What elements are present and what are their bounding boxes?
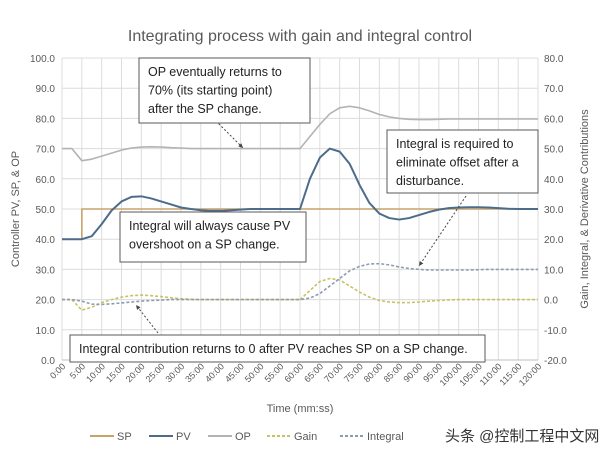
y-tick-label: 40.0 — [36, 235, 56, 246]
y-tick-label: 100.0 — [30, 54, 55, 65]
annotations: OP eventually returns to 70% (its startin… — [69, 57, 539, 363]
annotation-arrow — [212, 117, 244, 149]
watermark: 头条 @控制工程中文网 — [445, 428, 599, 445]
annotation-box — [386, 129, 539, 194]
chart-title: Integrating process with gain and integr… — [128, 28, 472, 45]
x-tick-label: 70:00 — [322, 361, 345, 384]
x-tick-label: 15:00 — [104, 361, 127, 384]
annotation-text: disturbance. — [396, 174, 464, 188]
y2-tick-label: -10.0 — [544, 326, 567, 337]
x-tick-label: 20:00 — [124, 361, 147, 384]
x-tick-label: 85:00 — [382, 361, 405, 384]
legend-label-integral: Integral — [367, 431, 404, 443]
y2-tick-label: 40.0 — [544, 175, 564, 186]
right-axis: -20.0 -10.0 0.0 10.0 20.0 30.0 40.0 50.0 60.0 70.… — [544, 54, 567, 367]
annotation-box — [119, 211, 307, 263]
legend-label-pv: PV — [176, 431, 191, 443]
arrowhead-icon — [136, 305, 141, 310]
annotation-text: Integral contribution returns to 0 after… — [79, 342, 468, 356]
x-tick-label: 30:00 — [163, 361, 186, 384]
y-tick-label: 0.0 — [41, 356, 55, 367]
annotation-arrow — [135, 304, 159, 334]
y2-tick-label: 60.0 — [544, 114, 564, 125]
y-tick-label: 50.0 — [36, 205, 56, 216]
x-axis: 0:00 5:0010:0015:0020:0025:0030:0035:0040… — [48, 361, 543, 388]
y2-tick-label: 20.0 — [544, 235, 564, 246]
x-tick-label: 35:00 — [183, 361, 206, 384]
annotation-text: eliminate offset after a — [396, 156, 519, 170]
x-tick-label: 10:00 — [84, 361, 107, 384]
annotation-text: overshoot on a SP change. — [129, 238, 280, 252]
x-tick-label: 75:00 — [342, 361, 365, 384]
x-tick-label: 40:00 — [203, 361, 226, 384]
series-line-gain — [62, 277, 538, 311]
y2-tick-label: 10.0 — [544, 265, 564, 276]
y-tick-label: 60.0 — [36, 175, 56, 186]
legend: SP PV OP Gain Integral — [90, 431, 404, 443]
x-tick-label: 25:00 — [144, 361, 167, 384]
y2-tick-label: 80.0 — [544, 54, 564, 65]
y2-tick-label: 50.0 — [544, 145, 564, 156]
annotation-text: OP eventually returns to — [148, 65, 282, 79]
y2-tick-label: 30.0 — [544, 205, 564, 216]
y-tick-label: 70.0 — [36, 145, 56, 156]
x-tick-label: 65:00 — [302, 361, 325, 384]
x-tick-label: 80:00 — [362, 361, 385, 384]
x-axis-label: Time (mm:ss) — [267, 403, 334, 415]
y-axis-label: Controller PV, SP, & OP — [10, 151, 22, 267]
x-tick-label: 120:00 — [517, 361, 544, 388]
arrowhead-icon — [238, 143, 243, 148]
series-line-op — [62, 105, 538, 162]
y-tick-label: 20.0 — [36, 296, 56, 307]
x-tick-label: 55:00 — [263, 361, 286, 384]
annotation-text: Integral will always cause PV — [129, 219, 291, 233]
annotation-text: Integral is required to — [396, 137, 513, 151]
y-tick-label: 80.0 — [36, 114, 56, 125]
y2-tick-label: -20.0 — [544, 356, 567, 367]
x-tick-label: 90:00 — [401, 361, 424, 384]
annotation-box — [69, 334, 486, 363]
x-tick-label: 60:00 — [282, 361, 305, 384]
y-tick-label: 90.0 — [36, 84, 56, 95]
y2-tick-label: 70.0 — [544, 84, 564, 95]
x-tick-label: 50:00 — [243, 361, 266, 384]
legend-label-sp: SP — [117, 431, 132, 443]
x-tick-label: 45:00 — [223, 361, 246, 384]
left-axis: 0.0 10.0 20.0 30.0 40.0 50.0 60.0 70.0 80.0 90.0 1… — [30, 54, 55, 367]
annotation-box — [138, 57, 311, 124]
y2-tick-label: 0.0 — [544, 296, 558, 307]
legend-label-op: OP — [235, 431, 251, 443]
series-line-integral — [62, 262, 538, 306]
legend-label-gain: Gain — [294, 431, 317, 443]
series-lines — [62, 105, 538, 311]
y-tick-label: 10.0 — [36, 326, 56, 337]
annotation-text: after the SP change. — [148, 102, 262, 116]
y2-axis-label: Gain, Integral, & Derivative Contributio… — [579, 109, 591, 309]
arrowhead-icon — [419, 261, 424, 266]
y-tick-label: 30.0 — [36, 265, 56, 276]
annotation-text: 70% (its starting point) — [148, 84, 272, 98]
